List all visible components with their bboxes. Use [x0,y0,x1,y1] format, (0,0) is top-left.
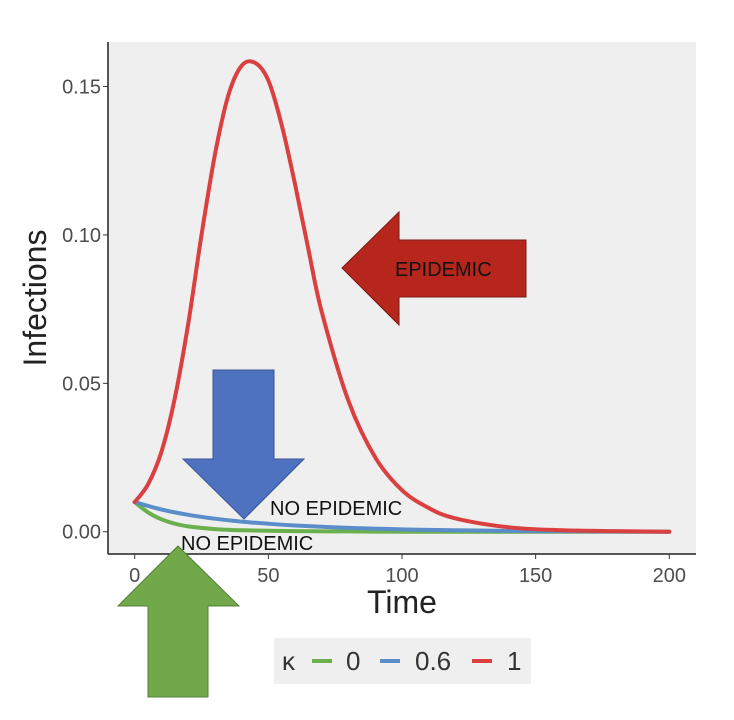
plot-panel [108,42,696,554]
y-tick-label: 0.00 [62,522,101,544]
y-axis-title: Infections [17,230,53,367]
ticks-layer: 0 50 100 150 200 0.00 0.05 0.10 0.15 [62,77,686,587]
y-tick-label: 0.05 [62,373,101,395]
y-tick-label: 0.10 [62,225,101,247]
legend-title: κ [282,646,296,676]
x-axis-title: Time [367,584,437,620]
no-epidemic-label-blue: NO EPIDEMIC [270,498,402,520]
epidemic-label: EPIDEMIC [395,259,492,281]
series-line-kappa-1 [132,59,672,534]
x-tick-label: 50 [257,565,279,587]
legend-label-0.6: 0.6 [415,646,451,676]
legend-label-1: 1 [507,646,521,676]
x-tick-label: 0 [129,565,140,587]
no-epidemic-label-green: NO EPIDEMIC [181,533,313,555]
legend-entries: 0 0.6 1 [312,646,521,676]
series-line-kappa-0.6 [132,500,672,534]
x-tick-label: 100 [385,565,418,587]
no-epidemic-arrow-green [116,545,241,698]
epidemic-arrow [341,210,527,327]
y-tick-label: 0.15 [62,77,101,99]
legend-label-0: 0 [346,646,360,676]
series-layer [132,59,672,534]
x-tick-label: 150 [519,565,552,587]
x-tick-label: 200 [653,565,686,587]
no-epidemic-arrow-blue [181,369,306,520]
